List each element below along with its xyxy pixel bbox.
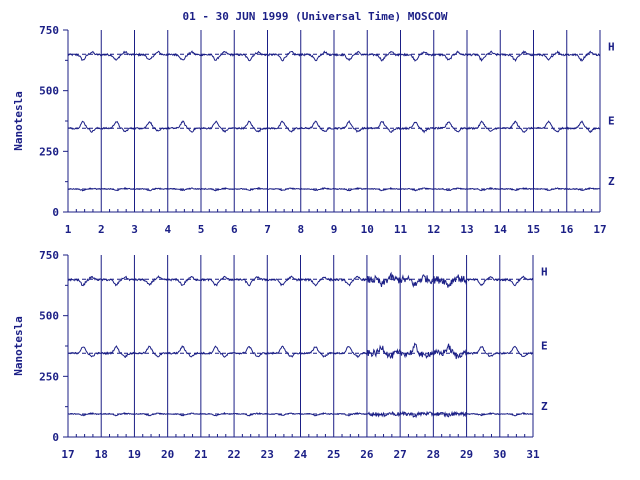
x-tick-label: 13 — [460, 223, 473, 236]
x-tick-label: 2 — [98, 223, 105, 236]
x-tick-label: 10 — [361, 223, 374, 236]
x-tick-label: 9 — [331, 223, 338, 236]
x-tick-label: 5 — [198, 223, 205, 236]
series-label-z: Z — [541, 400, 548, 413]
trace-z — [67, 187, 601, 192]
x-tick-label: 14 — [494, 223, 508, 236]
x-tick-label: 11 — [394, 223, 408, 236]
y-tick-label: 500 — [39, 85, 59, 98]
x-tick-label: 22 — [227, 448, 240, 461]
y-tick-label: 0 — [52, 206, 59, 219]
y-tick-label: 250 — [39, 145, 59, 158]
trace-h — [67, 50, 601, 62]
x-tick-label: 27 — [394, 448, 407, 461]
x-tick-label: 8 — [297, 223, 304, 236]
x-tick-label: 25 — [327, 448, 340, 461]
trace-h — [67, 271, 534, 289]
panels-group: 1 2 3 4 5 6 7 8 9 10 11 12 13 14 15 16 177505002500Nanot… — [12, 24, 615, 461]
x-tick-label: 31 — [526, 448, 540, 461]
x-tick-label: 4 — [164, 223, 171, 236]
x-tick-label: 1 — [65, 223, 72, 236]
trace-z — [67, 410, 534, 419]
x-tick-label: 30 — [493, 448, 506, 461]
x-tick-label: 6 — [231, 223, 238, 236]
x-tick-label: 7 — [264, 223, 271, 236]
trace-e — [67, 342, 534, 360]
series-label-h: H — [541, 265, 548, 278]
y-axis-label: Nanotesla — [12, 316, 25, 376]
x-tick-label: 20 — [161, 448, 174, 461]
chart-title: 01 - 30 JUN 1999 (Universal Time) MOSCOW — [183, 10, 448, 23]
x-tick-label: 24 — [294, 448, 308, 461]
series-label-e: E — [541, 339, 548, 352]
panel-2: 17 18 19 20 21 22 23 24 25 26 27 28 29 30 31 750 500 250 0… — [12, 249, 548, 461]
x-tick-label: 29 — [460, 448, 473, 461]
x-tick-label: 26 — [360, 448, 374, 461]
y-tick-label: 250 — [39, 370, 59, 383]
y-tick-label: 750 — [39, 249, 59, 262]
y-axis-label: Nanotesla — [12, 91, 25, 151]
x-tick-label: 17 — [61, 448, 74, 461]
trace-e — [67, 119, 601, 134]
x-tick-label: 28 — [427, 448, 440, 461]
x-tick-label: 12 — [427, 223, 440, 236]
x-tick-label: 18 — [95, 448, 108, 461]
x-tick-label: 21 — [194, 448, 208, 461]
series-label-e: E — [608, 114, 615, 127]
x-tick-label: 3 — [131, 223, 138, 236]
series-label-h: H — [608, 40, 615, 53]
panel-1: 1 2 3 4 5 6 7 8 9 10 11 12 13 14 15 16 177505002500Nanot… — [12, 24, 615, 236]
y-tick-label: 750 — [39, 24, 59, 37]
y-tick-label: 0 — [52, 431, 59, 444]
x-tick-label: 15 — [527, 223, 540, 236]
x-tick-label: 23 — [261, 448, 274, 461]
x-tick-label: 19 — [128, 448, 141, 461]
x-tick-label: 17 — [593, 223, 606, 236]
series-label-z: Z — [608, 175, 615, 188]
y-tick-label: 500 — [39, 310, 59, 323]
x-tick-label: 16 — [560, 223, 574, 236]
